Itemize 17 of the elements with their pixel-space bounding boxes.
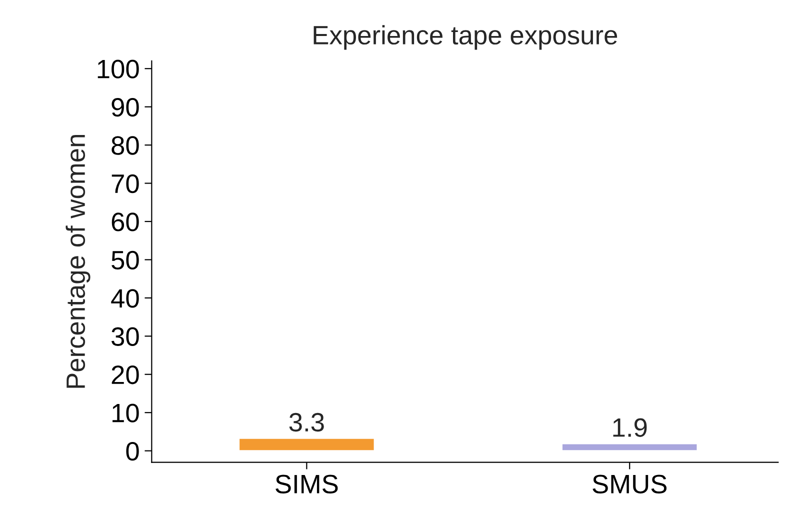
y-tick-label: 10	[112, 404, 139, 422]
y-tick-label: 60	[112, 212, 139, 232]
y-axis-title: Percentage of women	[66, 134, 90, 388]
x-tick-label: SIMS	[276, 474, 338, 494]
y-tick-label: 70	[112, 174, 139, 194]
data-label: 3.3	[289, 412, 324, 432]
chart-title: Experience tape exposure	[314, 25, 618, 50]
y-tick-label: 50	[112, 250, 139, 270]
y-tick-label: 30	[112, 327, 139, 346]
y-tick-label: 90	[112, 98, 139, 117]
y-tick-label: 0	[126, 442, 139, 461]
y-tick-label: 100	[98, 60, 139, 78]
data-label: 1.9	[613, 418, 647, 437]
y-tick-label: 20	[112, 366, 139, 384]
y-tick-label: 80	[112, 136, 139, 155]
x-tick-label: SMUS	[592, 474, 667, 494]
y-tick-label: 40	[111, 289, 139, 308]
